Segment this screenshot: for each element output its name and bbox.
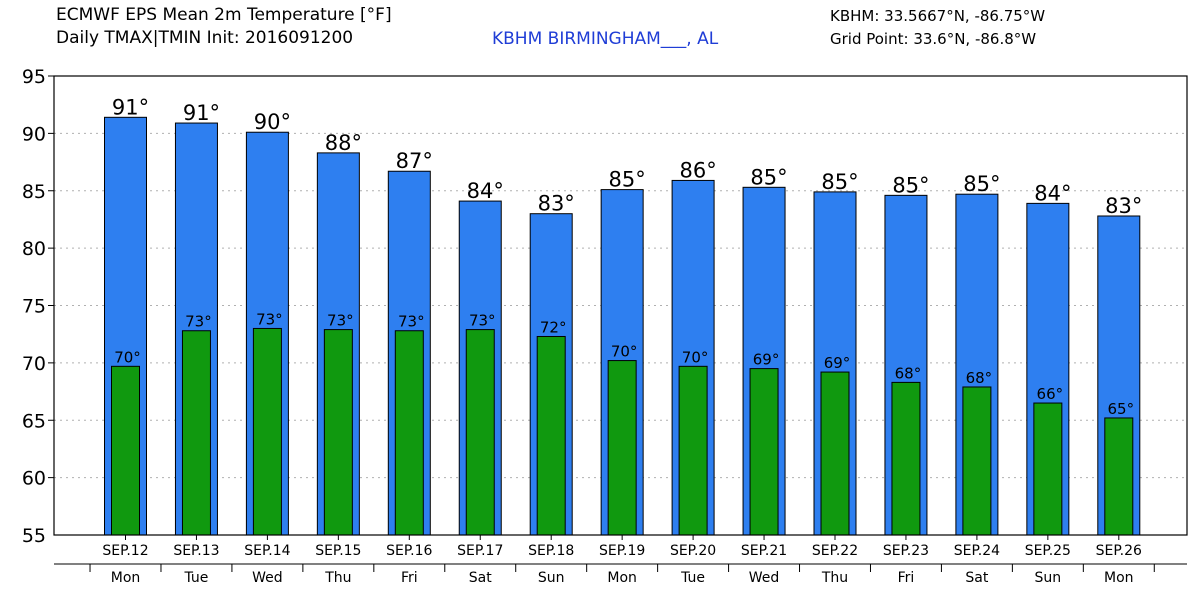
x-tick-label-day: Sun bbox=[538, 570, 565, 586]
tmin-bar bbox=[678, 365, 708, 536]
tmin-bar bbox=[1104, 417, 1134, 536]
x-tick-label-date: SEP.13 bbox=[173, 543, 219, 559]
y-tick-label: 65 bbox=[22, 410, 46, 432]
tmin-label: 73° bbox=[185, 313, 212, 331]
tmin-bar bbox=[891, 381, 921, 536]
x-tick-label-date: SEP.22 bbox=[812, 543, 858, 559]
x-tick-label-day: Mon bbox=[607, 570, 637, 586]
x-tick-label-date: SEP.17 bbox=[457, 543, 503, 559]
tmin-bar bbox=[1033, 402, 1063, 536]
y-tick-label: 80 bbox=[22, 238, 46, 260]
tmin-bar bbox=[252, 327, 282, 536]
x-tick-label-date: SEP.16 bbox=[386, 543, 432, 559]
tmin-bar bbox=[465, 329, 495, 536]
y-tick-label: 95 bbox=[22, 66, 46, 88]
grid-point-coordinates: Grid Point: 33.6°N, -86.8°W bbox=[830, 30, 1037, 48]
tmin-bar bbox=[536, 335, 566, 536]
tmin-bar bbox=[323, 329, 353, 536]
chart-title: ECMWF EPS Mean 2m Temperature [°F] bbox=[56, 5, 392, 25]
tmin-bar bbox=[394, 330, 424, 536]
tmax-label: 85° bbox=[892, 173, 929, 197]
tmin-label: 73° bbox=[469, 312, 496, 330]
x-tick-label-date: SEP.18 bbox=[528, 543, 574, 559]
y-tick-label: 70 bbox=[22, 353, 46, 375]
x-tick-label-date: SEP.23 bbox=[883, 543, 929, 559]
station-coordinates: KBHM: 33.5667°N, -86.75°W bbox=[830, 7, 1046, 25]
plot-frame bbox=[53, 75, 1188, 536]
tmin-label: 68° bbox=[895, 364, 922, 382]
tmax-label: 90° bbox=[254, 110, 291, 134]
tmax-label: 85° bbox=[963, 172, 1000, 196]
tmin-bar bbox=[749, 368, 779, 536]
x-tick-label-date: SEP.14 bbox=[244, 543, 290, 559]
chart-subtitle: Daily TMAX|TMIN Init: 2016091200 bbox=[56, 28, 354, 48]
x-tick-label-day: Wed bbox=[252, 570, 283, 586]
x-tick-label-day: Thu bbox=[324, 570, 351, 586]
x-tick-label-day: Mon bbox=[111, 570, 141, 586]
x-tick-label-day: Tue bbox=[680, 570, 705, 586]
tmin-bar bbox=[820, 371, 850, 536]
y-tick-label: 85 bbox=[22, 181, 46, 203]
tmin-label: 69° bbox=[824, 354, 851, 372]
tmax-label: 85° bbox=[750, 165, 787, 189]
x-tick-label-day: Sat bbox=[965, 570, 988, 586]
tmax-label: 84° bbox=[467, 179, 504, 203]
tmin-label: 70° bbox=[682, 348, 709, 366]
tmax-label: 83° bbox=[1105, 194, 1142, 218]
tmin-label: 73° bbox=[398, 313, 425, 331]
tmax-label: 91° bbox=[183, 101, 220, 125]
x-tick-label-day: Fri bbox=[898, 570, 915, 586]
tmax-label: 86° bbox=[679, 158, 716, 182]
x-tick-label-day: Thu bbox=[821, 570, 848, 586]
x-tick-label-day: Wed bbox=[749, 570, 780, 586]
tmin-label: 68° bbox=[966, 369, 993, 387]
tmin-label: 65° bbox=[1108, 400, 1135, 418]
tmin-label: 73° bbox=[256, 310, 283, 328]
y-tick-label: 75 bbox=[22, 296, 46, 318]
tmin-label: 70° bbox=[114, 348, 141, 366]
tmin-bar bbox=[111, 365, 140, 536]
y-tick-label: 90 bbox=[22, 123, 46, 145]
tmax-label: 84° bbox=[1034, 181, 1071, 205]
x-tick-label-date: SEP.25 bbox=[1025, 543, 1071, 559]
tmin-label: 70° bbox=[611, 343, 638, 361]
tmin-label: 72° bbox=[540, 318, 567, 336]
x-tick-label-date: SEP.15 bbox=[315, 543, 361, 559]
x-tick-label-date: SEP.26 bbox=[1096, 543, 1142, 559]
y-tick-label: 55 bbox=[22, 525, 46, 547]
tmax-label: 91° bbox=[112, 95, 149, 119]
tmax-label: 85° bbox=[821, 170, 858, 194]
tmin-bar bbox=[962, 386, 992, 536]
x-tick-label-day: Sat bbox=[469, 570, 492, 586]
tmin-label: 69° bbox=[753, 351, 780, 369]
x-tick-label-day: Mon bbox=[1104, 570, 1134, 586]
x-tick-label-day: Fri bbox=[401, 570, 418, 586]
x-tick-label-date: SEP.24 bbox=[954, 543, 1000, 559]
tmax-label: 87° bbox=[396, 149, 433, 173]
y-tick-label: 60 bbox=[22, 468, 46, 490]
x-tick-label-date: SEP.20 bbox=[670, 543, 716, 559]
tmin-label: 73° bbox=[327, 312, 354, 330]
tmax-label: 85° bbox=[609, 168, 646, 192]
tmin-label: 66° bbox=[1037, 385, 1064, 403]
tmin-bar bbox=[181, 330, 211, 536]
station-name: KBHM BIRMINGHAM___, AL bbox=[492, 29, 719, 49]
tmin-bar bbox=[607, 360, 637, 536]
x-tick-label-day: Tue bbox=[183, 570, 208, 586]
tmax-label: 88° bbox=[325, 131, 362, 155]
x-tick-label-date: SEP.12 bbox=[102, 543, 148, 559]
tmax-label: 83° bbox=[538, 192, 575, 216]
x-tick-label-date: SEP.19 bbox=[599, 543, 645, 559]
x-tick-label-date: SEP.21 bbox=[741, 543, 787, 559]
x-tick-label-day: Sun bbox=[1035, 570, 1062, 586]
